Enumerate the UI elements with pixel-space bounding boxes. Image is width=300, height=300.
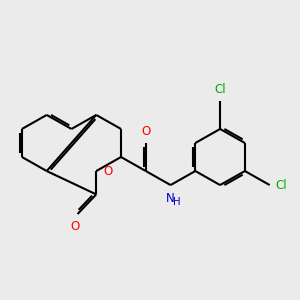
- Text: O: O: [70, 220, 80, 233]
- Text: H: H: [173, 197, 180, 207]
- Text: O: O: [103, 164, 112, 178]
- Text: Cl: Cl: [275, 178, 287, 192]
- Text: O: O: [141, 125, 150, 138]
- Text: N: N: [166, 192, 175, 205]
- Text: Cl: Cl: [214, 83, 226, 96]
